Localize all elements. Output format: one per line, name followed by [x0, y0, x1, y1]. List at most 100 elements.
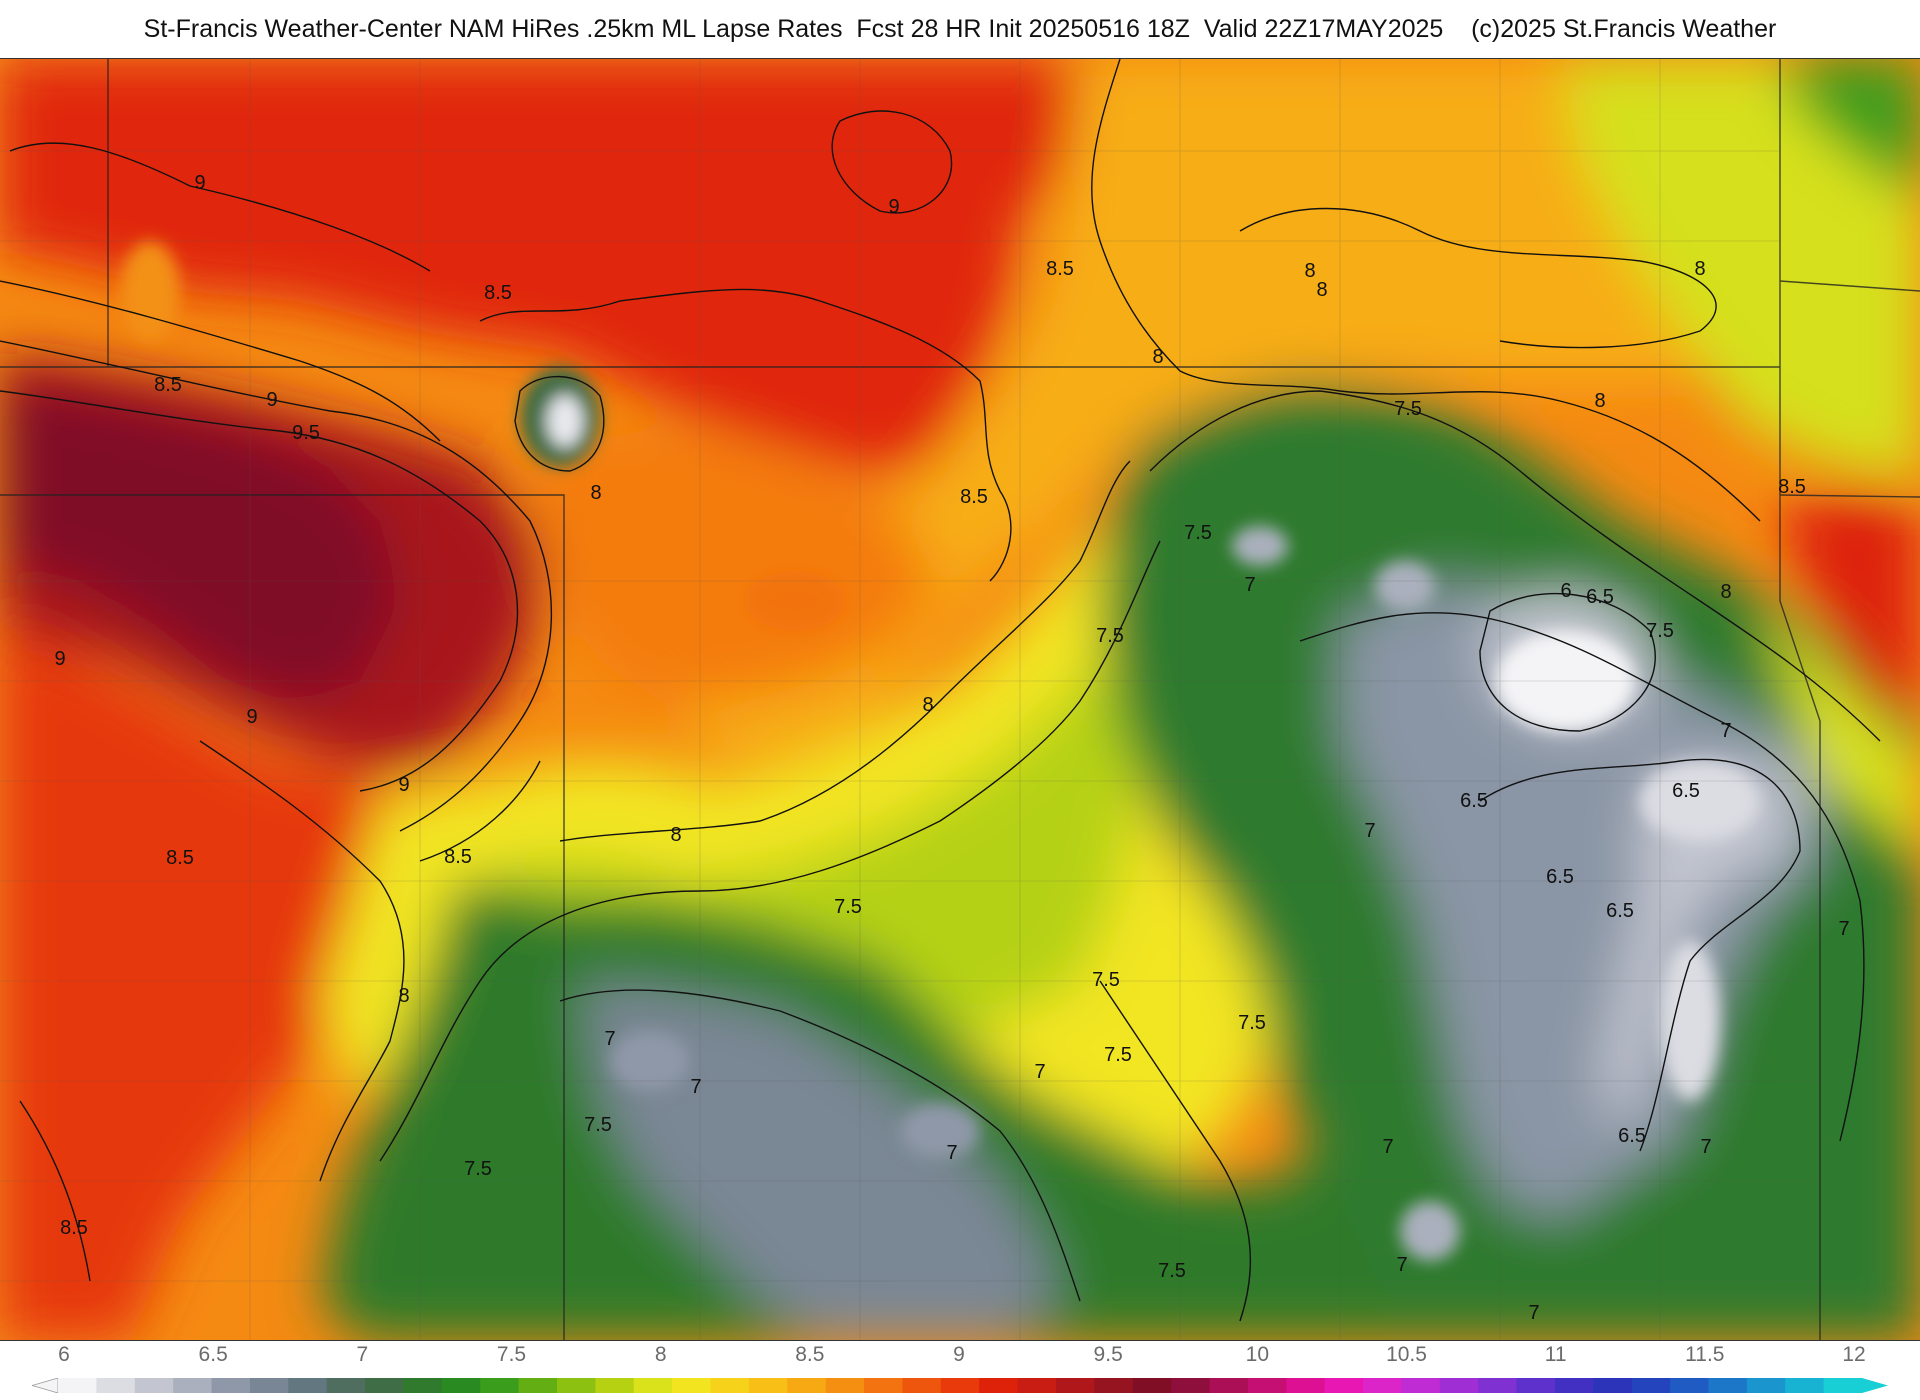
colorbar-segment	[902, 1378, 942, 1393]
fill-green-ne-corner	[1780, 59, 1920, 201]
contour-label: 7.5	[1158, 1260, 1186, 1282]
contour-label: 7.5	[464, 1158, 492, 1180]
contour-95-west	[0, 390, 519, 792]
blob-gray-s	[1400, 1201, 1460, 1261]
colorbar-tick-label: 9	[953, 1343, 965, 1366]
colorbar-segment	[96, 1378, 136, 1393]
contour-label: 9	[398, 774, 409, 796]
colorbar-segment	[1209, 1378, 1249, 1393]
colorbar-segment	[672, 1378, 712, 1393]
colorbar-segment	[1132, 1378, 1172, 1393]
colorbar-segment	[134, 1378, 174, 1393]
contour-75-central	[379, 540, 1161, 1162]
colorbar-tick-label: 11	[1544, 1343, 1567, 1366]
blob-gray-n-east2	[1375, 561, 1435, 611]
contour-7-east	[1299, 612, 1865, 1142]
blob-light-core-ne	[1495, 631, 1635, 731]
contour-75-lower	[1099, 980, 1252, 1322]
contour-label: 8	[398, 985, 409, 1007]
contour-label: 8.5	[484, 282, 512, 304]
colorbar-segment	[441, 1378, 481, 1393]
colorbar-segment	[1823, 1378, 1863, 1393]
blob-light-east	[1640, 761, 1760, 841]
blob-orange-nw	[120, 241, 180, 341]
colorbar-segment	[1324, 1378, 1364, 1393]
colorbar-segment	[1785, 1378, 1825, 1393]
colorbar-tick-label: 8.5	[795, 1343, 825, 1366]
contour-8-northeast	[1091, 59, 1761, 522]
colorbar-left-arrow	[32, 1378, 59, 1393]
contour-label: 7.5	[1238, 1012, 1266, 1034]
colorbar-segment	[403, 1378, 443, 1393]
colorbar-segment	[288, 1378, 328, 1393]
contour-label: 7	[1720, 720, 1731, 742]
contour-label: 9.5	[292, 422, 320, 444]
contour-8-west	[199, 740, 405, 1182]
colorbar-tick-label: 9.5	[1093, 1343, 1123, 1366]
colorbar-segment	[326, 1378, 366, 1393]
colorbar-segment	[249, 1378, 289, 1393]
contour-label: 7	[1382, 1136, 1393, 1158]
contour-label: 7	[1838, 918, 1849, 940]
boundary-east	[1779, 59, 1821, 1340]
colorbar-segment	[480, 1378, 520, 1393]
colorbar-segment	[825, 1378, 865, 1393]
contour-label: 7.5	[1092, 969, 1120, 991]
colorbar-right-arrow	[1862, 1378, 1888, 1393]
contour-label: 7	[690, 1076, 701, 1098]
colorbar-segment	[556, 1378, 596, 1393]
colorbar-segment	[1094, 1378, 1134, 1393]
blob-orange-c	[745, 571, 845, 631]
contour-75-east	[1149, 390, 1881, 742]
contour-label: 7.5	[1104, 1044, 1132, 1066]
contour-7-south	[559, 989, 1081, 1302]
contour-label: 8	[1594, 390, 1605, 412]
boundary-ne	[1779, 280, 1920, 292]
contour-label: 8	[590, 482, 601, 504]
blob-light-se	[1660, 941, 1720, 1101]
colorbar-segment	[940, 1378, 980, 1393]
contour-label: 9	[888, 196, 899, 218]
contour-label: 7	[1396, 1254, 1407, 1276]
contour-85-north	[479, 288, 1012, 582]
colorbar-segment	[1286, 1378, 1326, 1393]
contour-label: 7.5	[584, 1114, 612, 1136]
colorbar-segment	[1670, 1378, 1710, 1393]
colorbar-segment	[1171, 1378, 1211, 1393]
fill-red-north	[0, 59, 1130, 471]
contour-label: 7	[1364, 820, 1375, 842]
contour-label: 8	[670, 824, 681, 846]
contour-label: 8.5	[1046, 258, 1074, 280]
county-lines	[0, 59, 1820, 1340]
contour-label: 6.5	[1672, 780, 1700, 802]
contour-label: 8.5	[1778, 476, 1806, 498]
colorbar-segment	[1746, 1378, 1786, 1393]
contour-label: 7	[1244, 574, 1255, 596]
contour-lines	[0, 59, 1881, 1322]
lapse-rate-map: 9 9 8.5 8 8 8 8.5 8 8.5 9 9.5 7.5 8 8 8.5 8.5 7.5 7 6 6.5 8 7…	[0, 58, 1920, 1341]
contour-label: 6.5	[1586, 586, 1614, 608]
contour-label: 7.5	[1096, 625, 1124, 647]
blob-gray-sw2	[900, 1103, 980, 1159]
contour-65-core	[1479, 592, 1656, 732]
contour-9-west	[0, 340, 553, 832]
colorbar-segment	[1439, 1378, 1479, 1393]
colorbar-segment	[1247, 1378, 1287, 1393]
colorbar-segment	[1516, 1378, 1556, 1393]
fill-maroon-core	[0, 381, 400, 701]
contour-label: 9	[194, 172, 205, 194]
contour-label: 7.5	[1394, 398, 1422, 420]
contour-label: 7.5	[1646, 620, 1674, 642]
contour-9-north	[9, 110, 953, 272]
state-boundaries	[0, 59, 1920, 1340]
boundary-west	[0, 494, 565, 1340]
blob-white-nw	[547, 395, 583, 447]
contour-label: 7.5	[834, 896, 862, 918]
contour-label: 9	[266, 389, 277, 411]
contour-label: 8	[1152, 346, 1163, 368]
colorbar-segment	[173, 1378, 213, 1393]
fill-red-east	[1780, 491, 1920, 721]
colorbar-tick-label: 7.5	[496, 1343, 527, 1366]
